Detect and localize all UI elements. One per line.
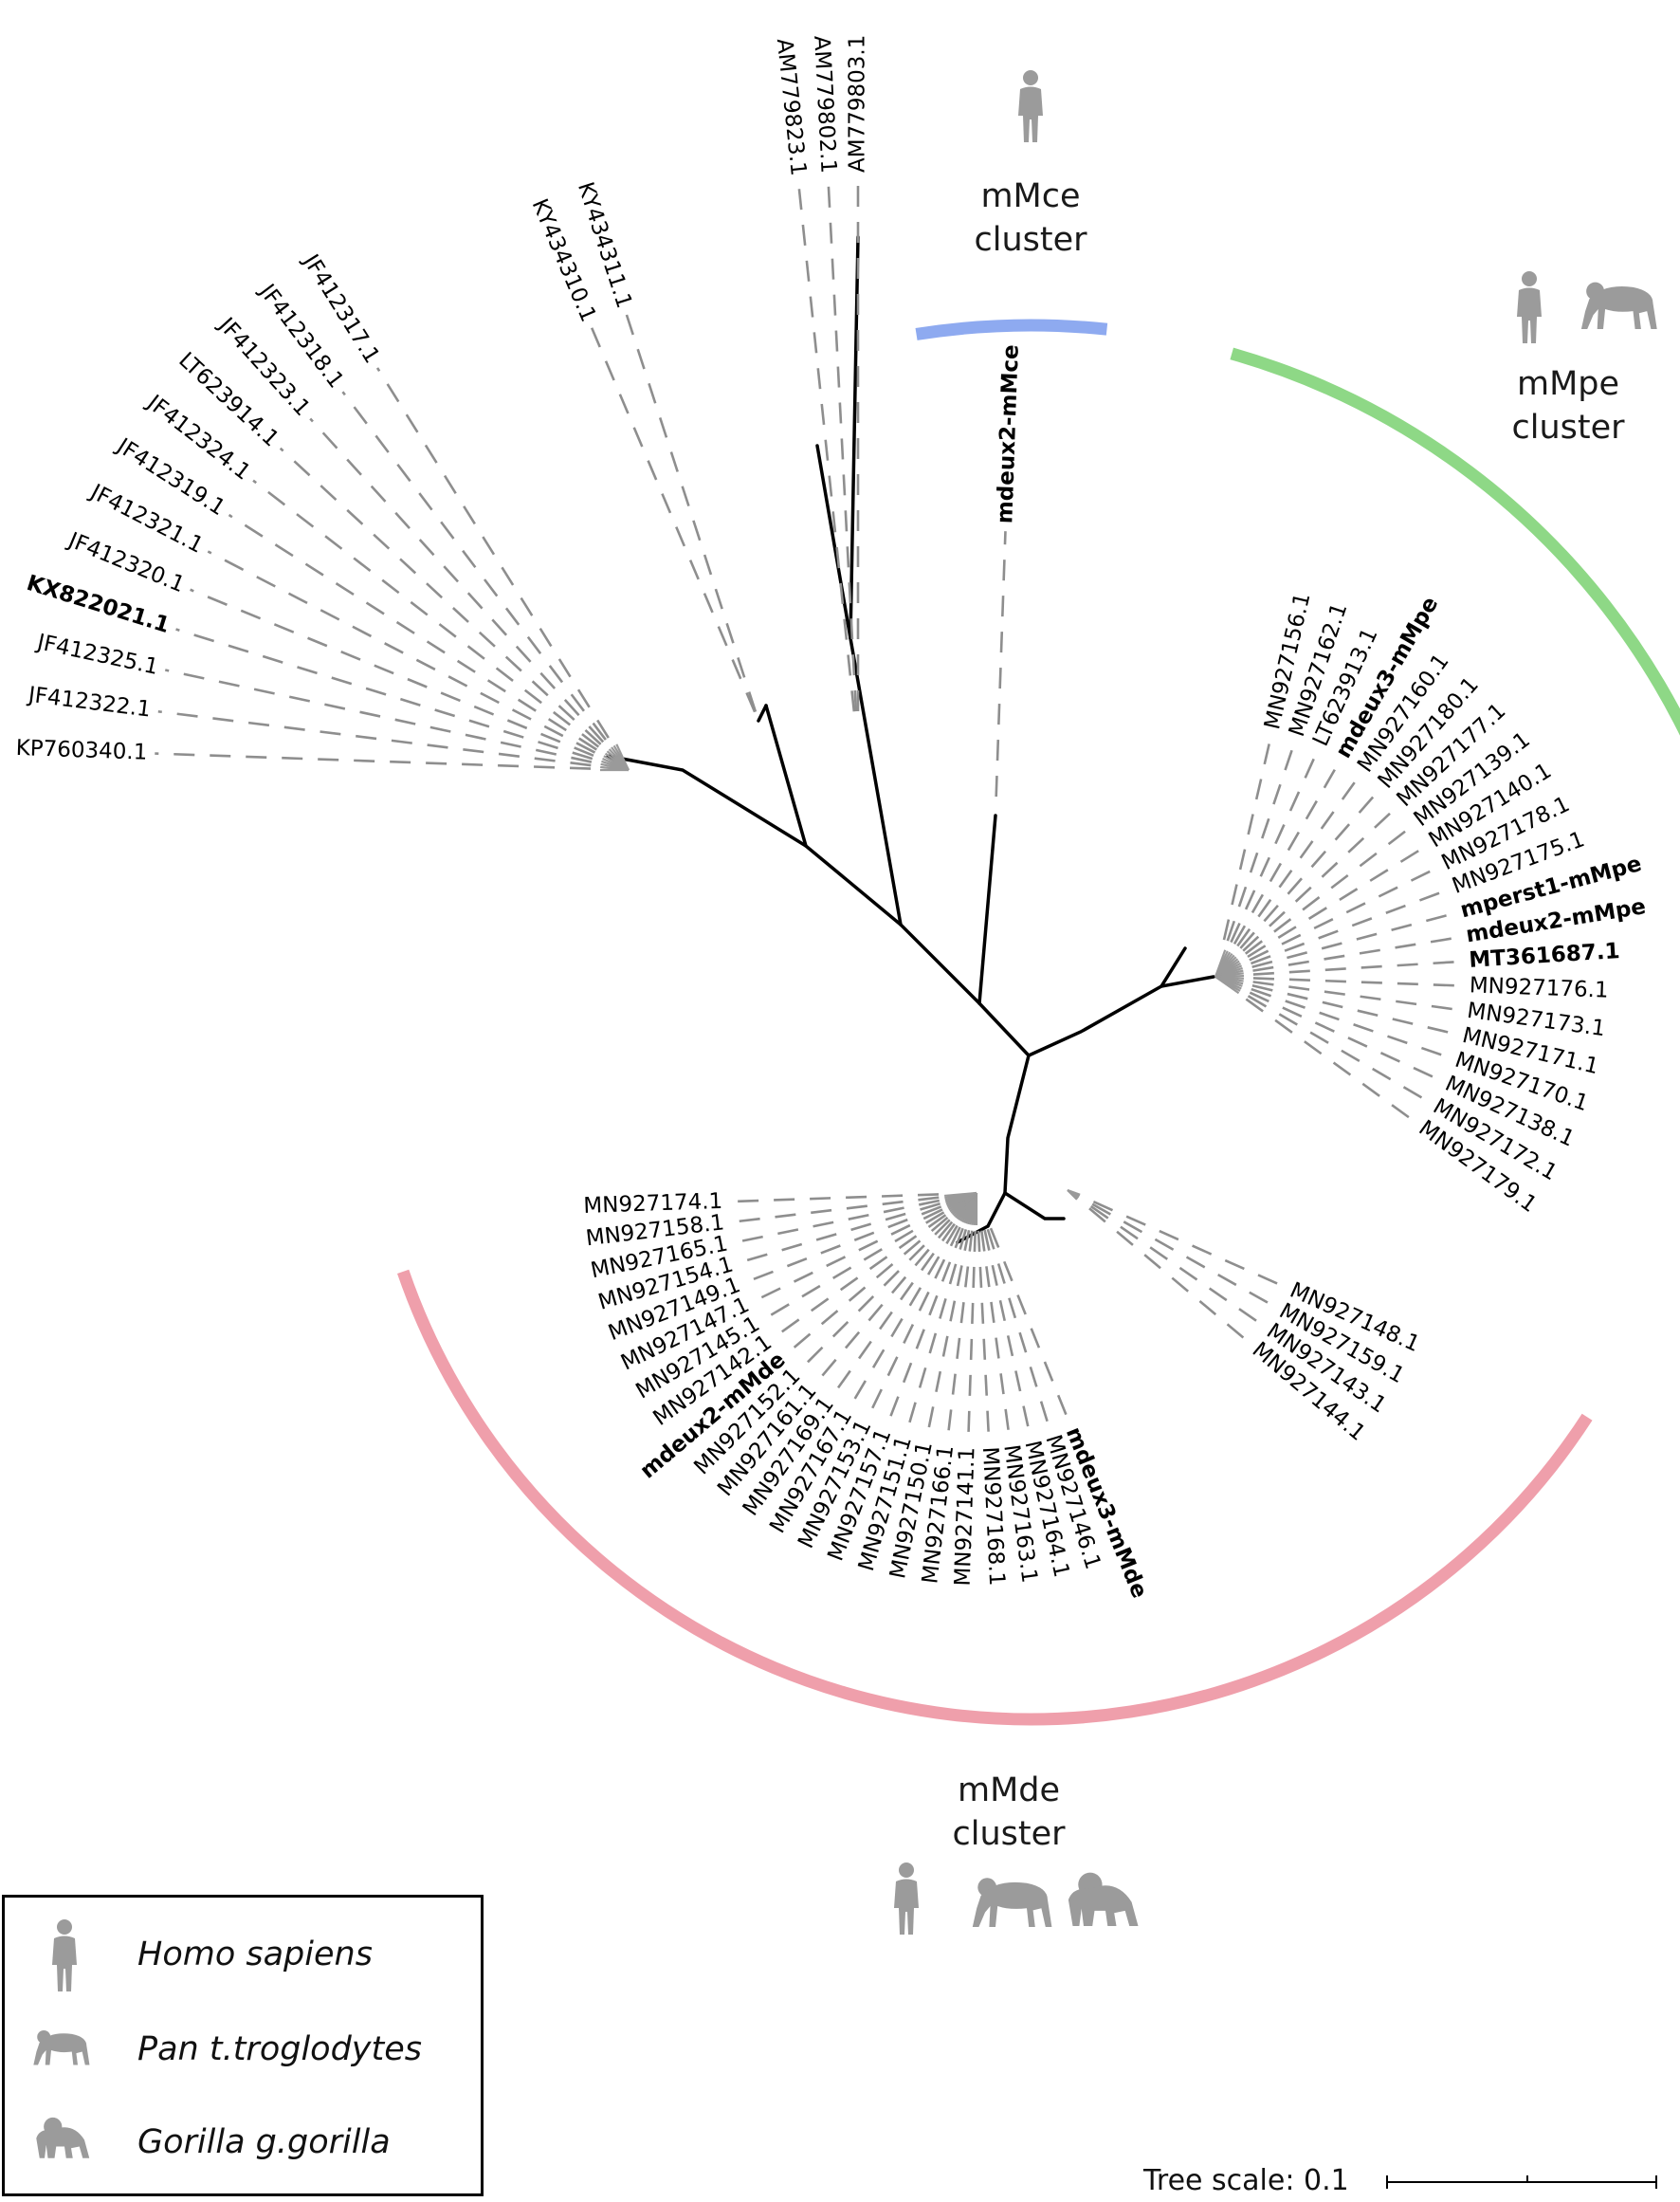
leaf-connector <box>796 183 856 712</box>
branch-mmde <box>986 1054 1031 1228</box>
mmce-cluster-word: cluster <box>974 221 1087 259</box>
leaf-label: AM779823.1 <box>772 37 811 176</box>
fan-branch <box>1214 976 1240 995</box>
mmde-cluster-word: cluster <box>952 1815 1066 1853</box>
branch-am <box>849 636 903 927</box>
leaf-connector <box>375 367 610 739</box>
leaf-connector <box>341 391 607 741</box>
leaf-connector <box>832 1222 956 1395</box>
leaf-label: MN927176.1 <box>1469 973 1609 1002</box>
leaf-connector <box>207 550 596 754</box>
leaf-connector <box>175 628 593 761</box>
leaf-label: MN927174.1 <box>583 1189 723 1219</box>
branch-outgroup <box>606 754 1031 1057</box>
mmpe-cluster-word: cluster <box>1511 409 1625 447</box>
gorilla-icon <box>36 2117 90 2158</box>
branch-mmce <box>977 814 997 1005</box>
leaf-connector <box>279 447 602 745</box>
legend-label: Pan t.troglodytes <box>137 2030 423 2068</box>
leaf-connector <box>309 417 605 743</box>
leaf-label: JF412322.1 <box>26 683 153 723</box>
fan-branch <box>944 1191 977 1198</box>
leaf-connector <box>827 180 858 712</box>
leaf-connector <box>735 1199 940 1244</box>
leaf-connector <box>155 752 592 770</box>
leaf-label: JF412325.1 <box>33 630 160 680</box>
legend-label: Homo sapiens <box>137 1936 373 1973</box>
mmpe-cluster-arc <box>1230 347 1680 736</box>
tree-scale-bar <box>1386 2175 1657 2189</box>
legend-row-gorilla: Gorilla g.gorilla <box>5 2095 481 2190</box>
leaf-label: mdeux2-mMce <box>993 344 1024 524</box>
leaf-connector <box>730 1193 940 1203</box>
leaf-connector <box>1249 991 1440 1081</box>
mmce-cluster-name: mMce <box>980 177 1080 215</box>
human-icon <box>52 1919 77 1991</box>
branch-am-mid <box>815 444 852 640</box>
chimpanzee-icon <box>972 1878 1052 1927</box>
leaf-connector <box>946 1230 974 1439</box>
leaf-connector <box>590 327 757 713</box>
mmde-cluster-name: mMde <box>958 1771 1060 1809</box>
leaf-connector <box>995 531 1007 798</box>
species-legend: Homo sapiens Pan t.troglodytes Gorilla g… <box>2 1895 484 2196</box>
leaf-connector <box>1088 1207 1251 1344</box>
branch-mmde-small <box>1003 1191 1066 1220</box>
tree-branches <box>606 235 1215 1244</box>
branch-mmpe-sub <box>1160 946 1187 988</box>
leaf-connector <box>1230 751 1319 944</box>
leaf-connector <box>1252 977 1462 987</box>
branch-ky <box>764 704 808 848</box>
leaf-connector <box>986 1228 1051 1429</box>
leaf-connector <box>252 479 600 748</box>
leaf-connector <box>983 1229 1032 1435</box>
leaf-connector <box>731 1196 940 1223</box>
tree-scale-tick <box>1526 2175 1528 2181</box>
legend-label: Gorilla g.gorilla <box>137 2123 391 2161</box>
mmce-cluster-arc <box>915 319 1108 340</box>
leaf-connector <box>967 1230 977 1440</box>
human-icon <box>894 1863 919 1935</box>
gorilla-icon <box>1068 1872 1139 1926</box>
fan-branch <box>615 743 630 771</box>
leaf-connector <box>1251 912 1454 969</box>
mmde-cluster-arc <box>396 1269 1593 1726</box>
leaf-label: MN927141.1 <box>951 1446 980 1587</box>
fan-branch <box>1067 1189 1078 1201</box>
human-icon <box>1018 70 1043 142</box>
leaf-connector <box>157 709 592 767</box>
leaf-connector <box>1252 981 1460 1012</box>
tree-scale: Tree scale: 0.1 <box>1143 2164 1674 2202</box>
chimpanzee-icon <box>1580 282 1657 329</box>
human-icon <box>1517 271 1542 343</box>
branch-am-long <box>849 235 860 640</box>
leaf-connector <box>190 588 594 757</box>
leaf-label: AM779802.1 <box>809 35 841 174</box>
leaf-connector <box>977 1230 991 1440</box>
branch-mmpe <box>1027 975 1215 1057</box>
leaf-connector <box>1247 995 1430 1103</box>
leaf-label: AM779803.1 <box>846 35 870 173</box>
mmpe-cluster-name: mMpe <box>1517 365 1619 403</box>
leaf-connector <box>775 1214 947 1337</box>
leaf-label: KP760340.1 <box>15 736 148 765</box>
branch-ky-stub <box>757 704 768 723</box>
leaf-connector <box>925 1229 971 1436</box>
legend-row-pan-troglodytes: Pan t.troglodytes <box>5 2002 481 2097</box>
leaf-connector <box>625 314 758 712</box>
chimpanzee-icon <box>33 2030 90 2065</box>
leaf-connector <box>228 513 597 751</box>
legend-row-homo-sapiens: Homo sapiens <box>5 1907 481 2002</box>
leaf-connector <box>164 669 593 763</box>
leaf-connector <box>1252 960 1462 976</box>
leaf-connectors <box>155 180 1462 1440</box>
tree-scale-label: Tree scale: 0.1 <box>1143 2164 1349 2197</box>
leaf-connector <box>1091 1202 1275 1308</box>
